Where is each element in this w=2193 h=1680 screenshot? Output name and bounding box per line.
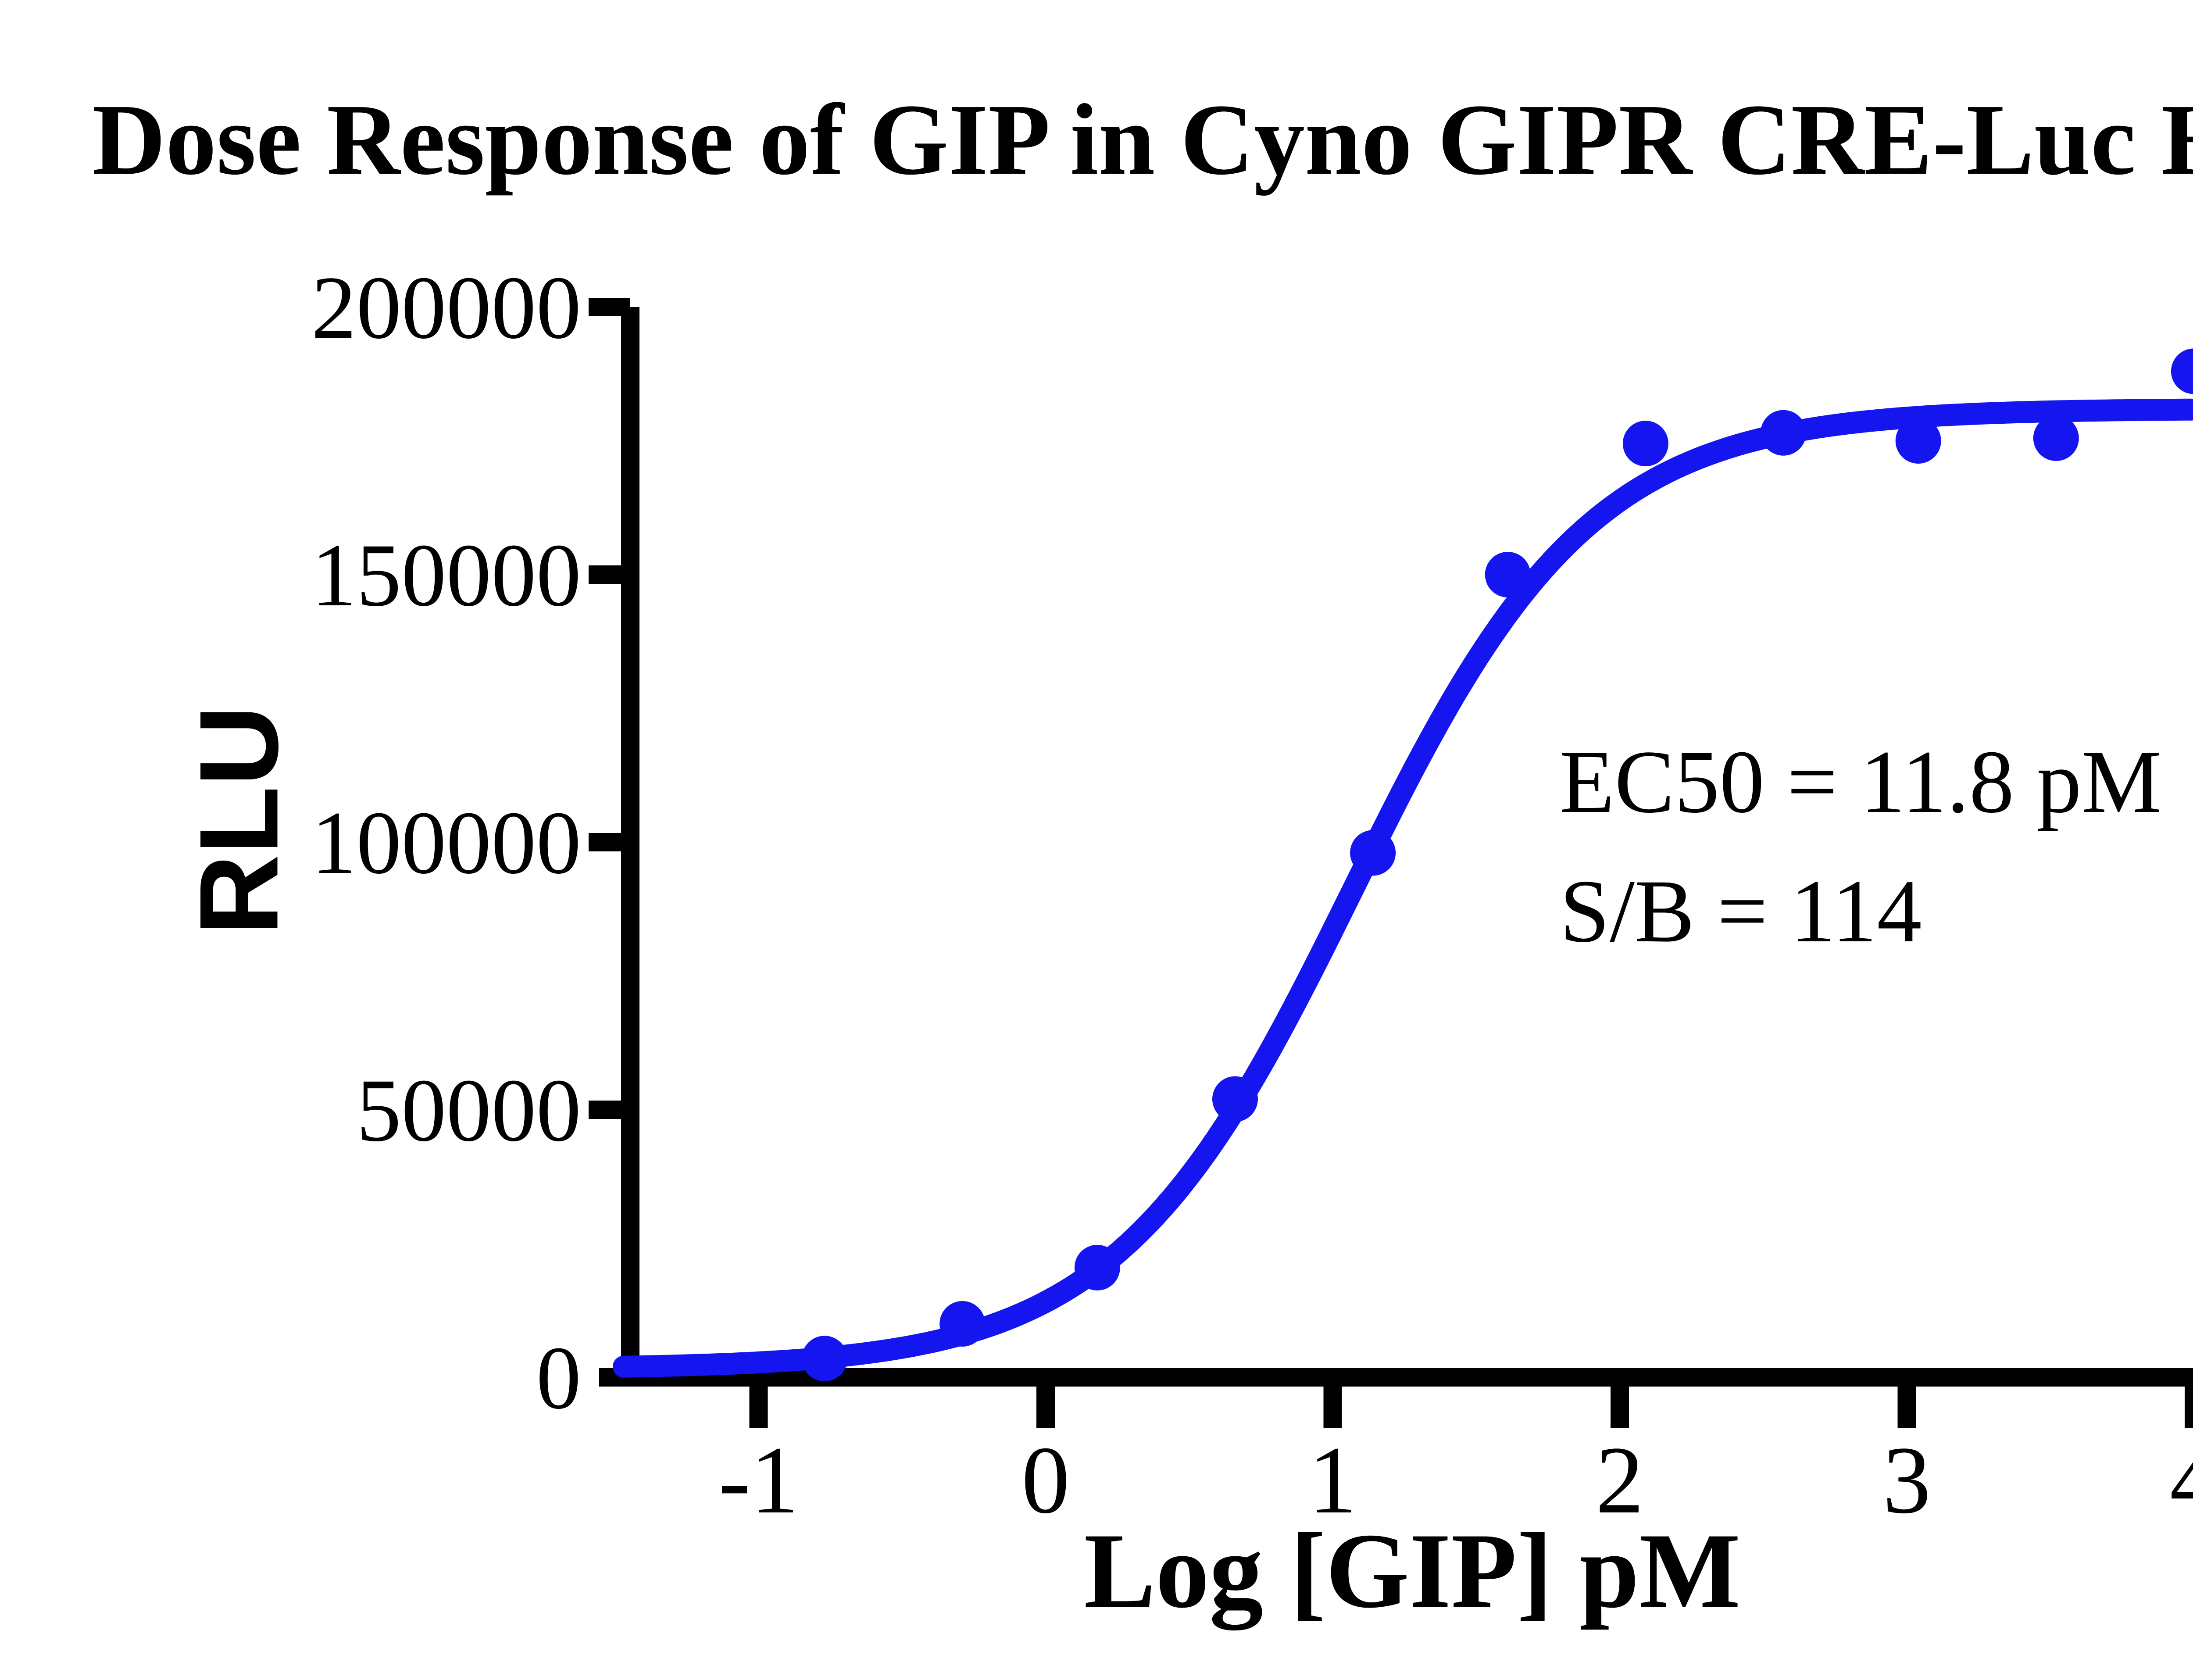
data-point <box>1895 418 1941 464</box>
data-point <box>1074 1244 1120 1290</box>
data-point <box>802 1336 848 1382</box>
chart-title: Dose Response of GIP in Cyno GIPR CRE-Lu… <box>92 83 2193 196</box>
y-tick-label: 100000 <box>311 793 581 893</box>
data-point <box>1212 1076 1258 1122</box>
signal-to-background-value: S/B = 114 <box>1560 861 1922 961</box>
y-tick-label: 50000 <box>357 1061 582 1160</box>
x-tick-label: 4 <box>2170 1426 2193 1533</box>
x-tick-label: 3 <box>1883 1426 1931 1533</box>
data-point <box>2033 415 2079 461</box>
x-tick-label: 0 <box>1021 1426 1070 1533</box>
x-tick-label: 2 <box>1596 1426 1644 1533</box>
y-tick-label: 150000 <box>311 525 581 625</box>
data-point <box>1485 552 1531 597</box>
x-tick-label: 1 <box>1309 1426 1357 1533</box>
data-point <box>2171 348 2193 394</box>
data-point <box>1350 830 1396 876</box>
y-tick-label: 0 <box>536 1328 582 1428</box>
ec50-value: EC50 = 11.8 pM <box>1560 732 2162 832</box>
x-axis-label: Log [GIP] pM <box>1084 1511 1741 1630</box>
x-tick-label: -1 <box>718 1426 799 1533</box>
data-point <box>1622 421 1668 467</box>
fit-curve <box>612 398 2193 1378</box>
y-tick-label: 200000 <box>311 258 581 357</box>
fit-annotation: EC50 = 11.8 pM S/B = 114 <box>1560 717 2161 976</box>
data-point <box>939 1301 986 1347</box>
data-point <box>1761 410 1807 456</box>
